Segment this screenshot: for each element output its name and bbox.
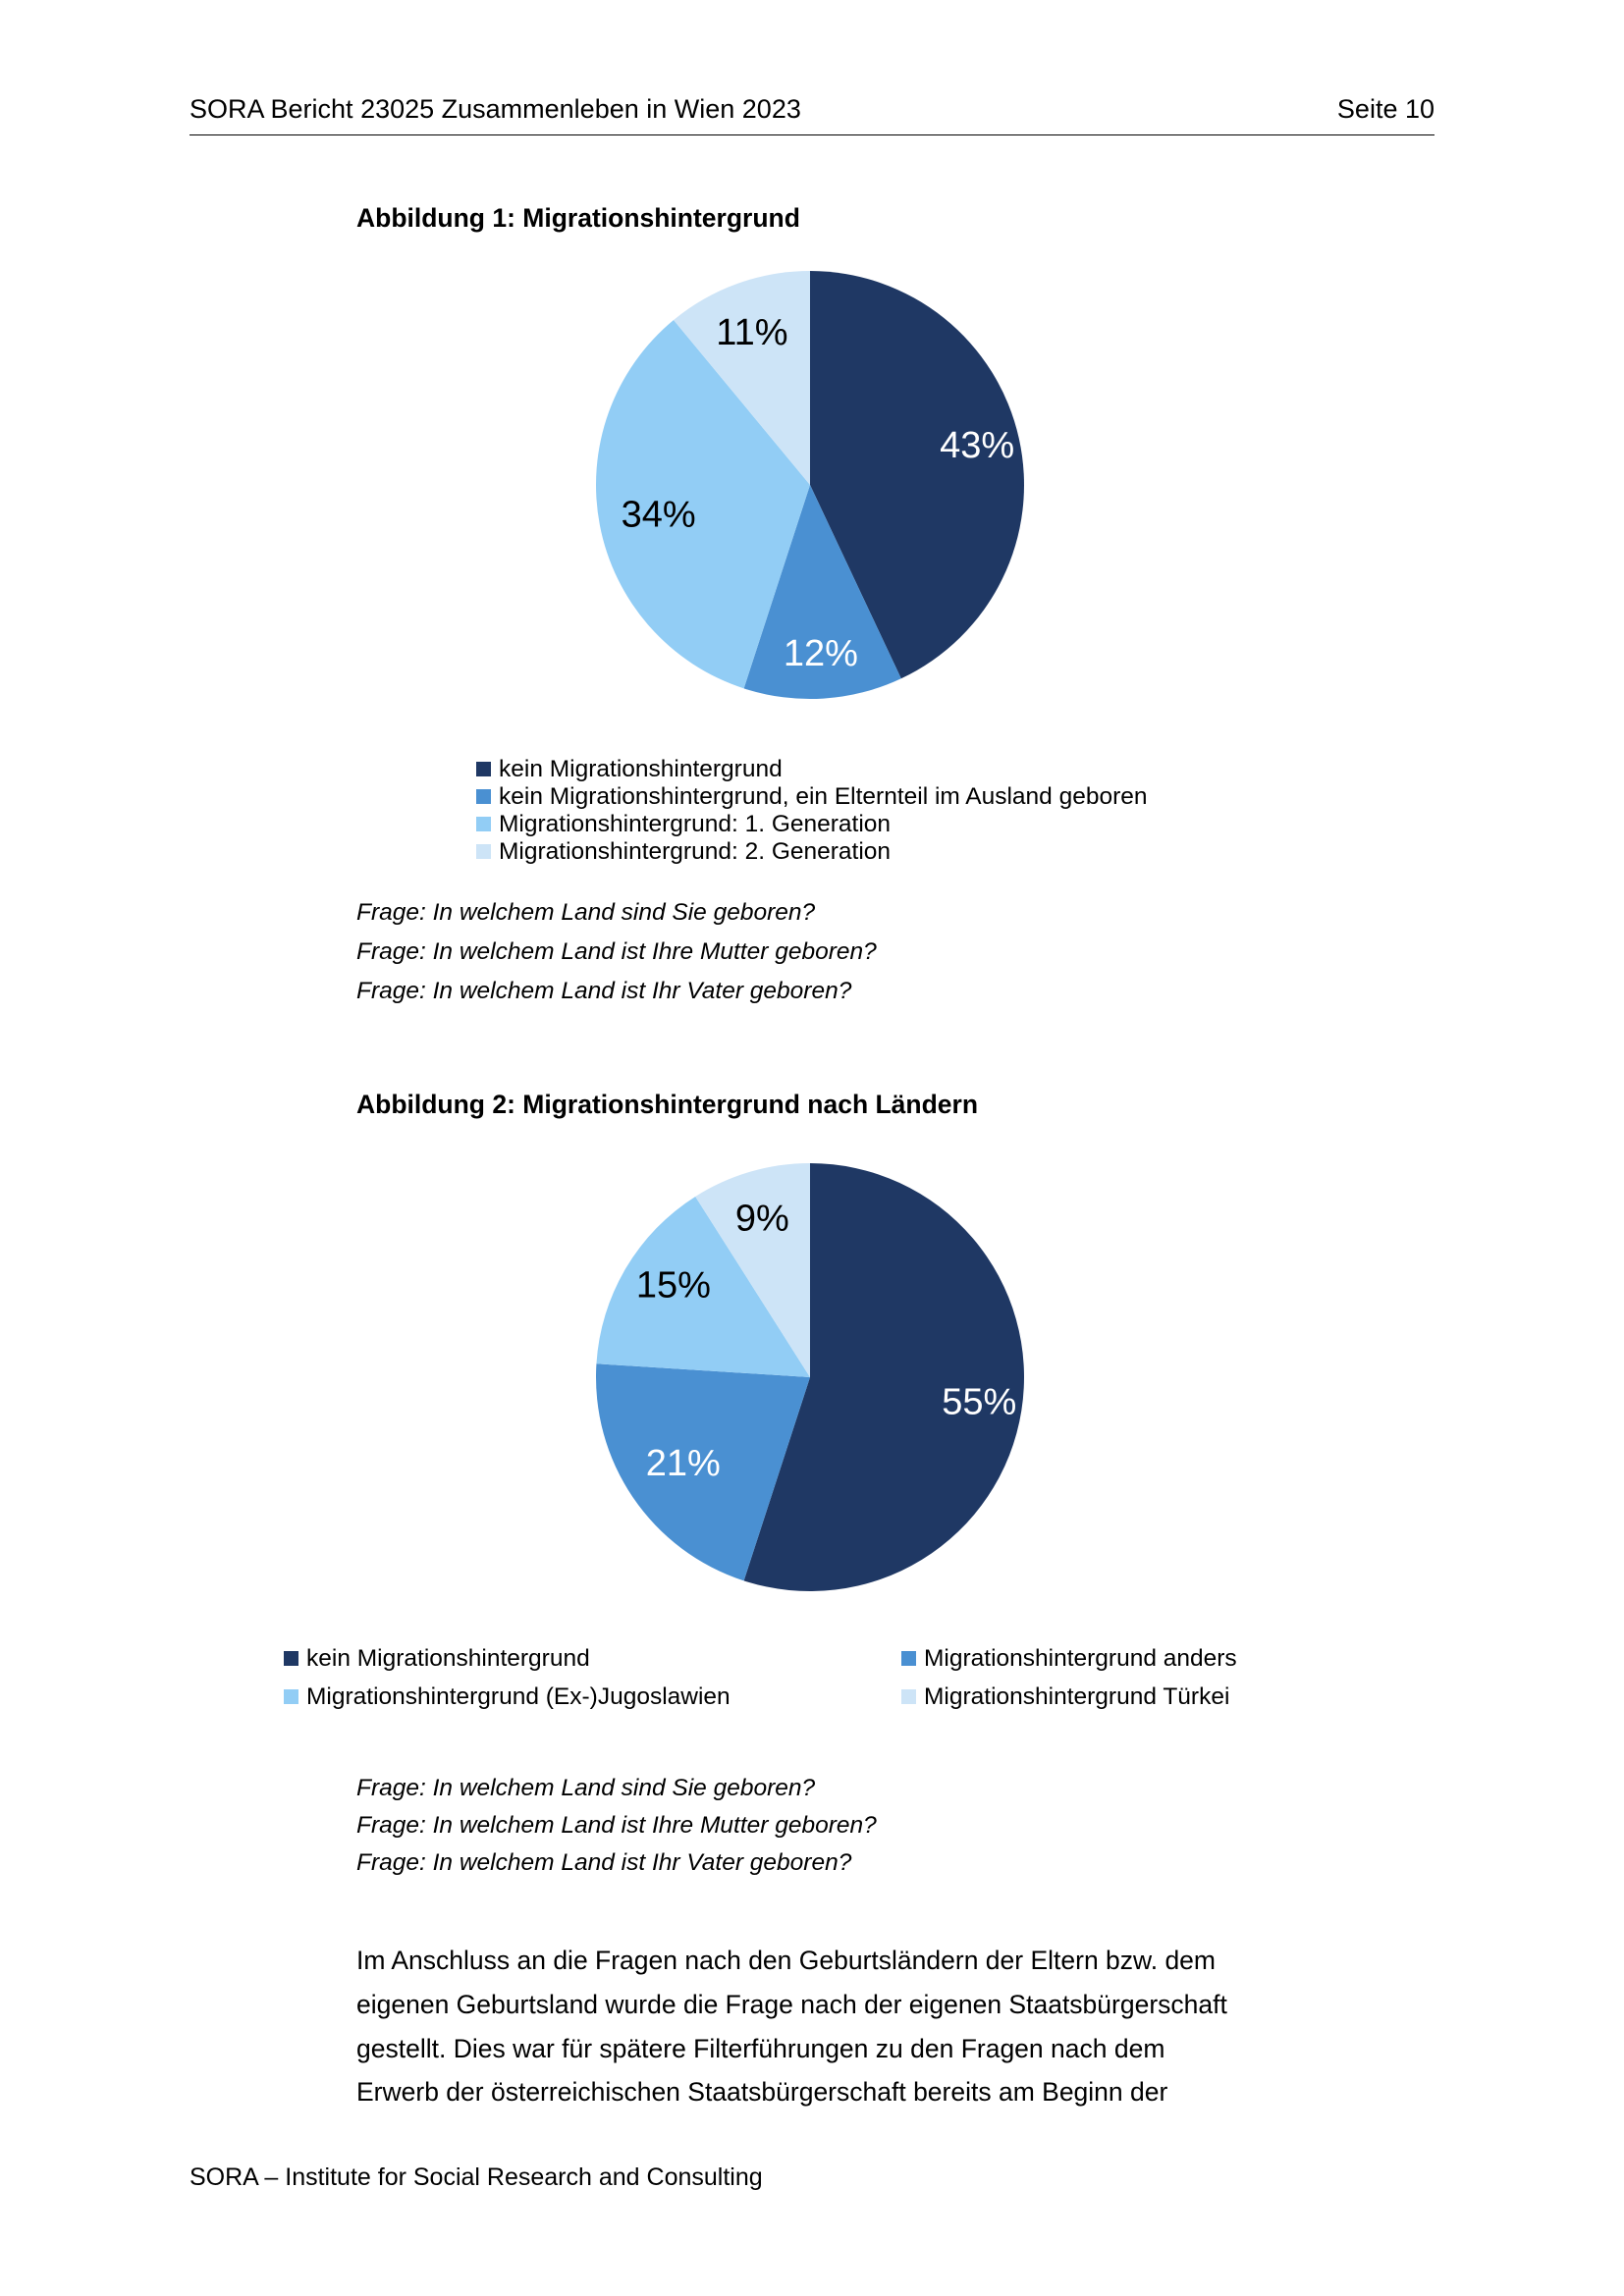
svg-text:9%: 9% [735, 1199, 789, 1240]
svg-text:15%: 15% [636, 1264, 711, 1306]
svg-text:43%: 43% [940, 425, 1014, 466]
svg-text:21%: 21% [646, 1443, 721, 1484]
svg-text:34%: 34% [622, 495, 696, 536]
svg-text:11%: 11% [716, 312, 787, 353]
svg-text:55%: 55% [942, 1381, 1016, 1422]
svg-text:12%: 12% [784, 633, 858, 674]
